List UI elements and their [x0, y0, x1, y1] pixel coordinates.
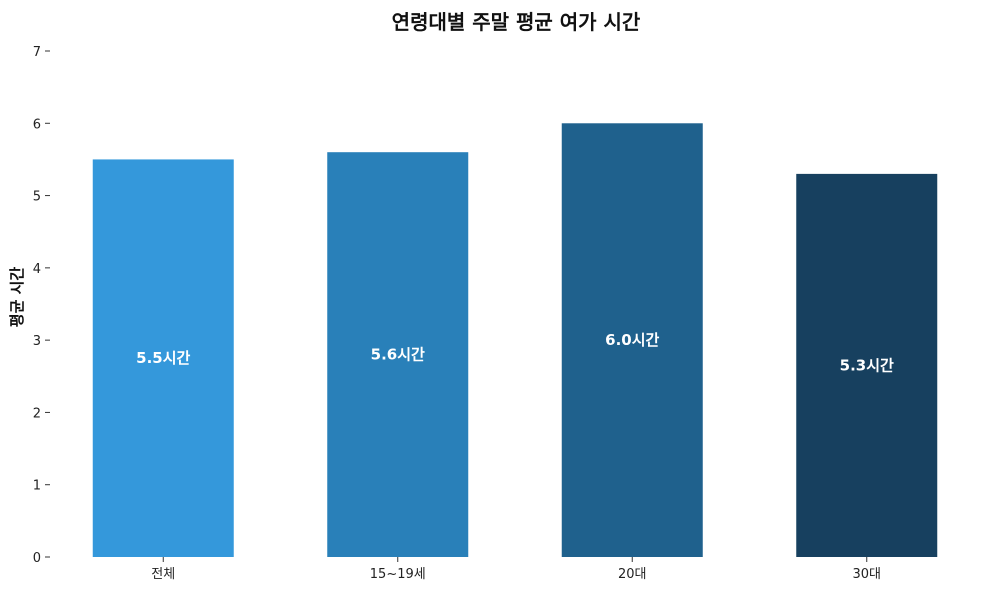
bar: [92, 159, 234, 557]
y-tick-label: 7: [33, 45, 41, 60]
y-tick-label: 6: [33, 117, 41, 132]
y-tick-label: 0: [33, 551, 41, 566]
bar-value-label: 5.5시간: [136, 349, 190, 367]
x-tick-label: 전체: [151, 567, 175, 582]
y-axis: 0 1 2 3 4 5 6 7: [33, 45, 50, 566]
x-tick-label: 30대: [852, 567, 881, 582]
x-axis: 전체 15~19세 20대 30대: [151, 557, 881, 582]
bars-group: 5.5시간 5.6시간 6.0시간 5.3시간: [92, 123, 938, 558]
y-tick-label: 5: [33, 190, 41, 205]
bar: [561, 123, 703, 558]
bar-value-label: 6.0시간: [605, 331, 659, 349]
y-tick-label: 3: [33, 334, 41, 349]
x-tick-label: 15~19세: [370, 567, 426, 582]
y-tick-label: 2: [33, 406, 41, 421]
bar: [796, 173, 938, 557]
bar: [327, 152, 469, 557]
bar-value-label: 5.3시간: [840, 356, 894, 374]
bar-value-label: 5.6시간: [371, 346, 425, 364]
chart-title: 연령대별 주말 평균 여가 시간: [392, 10, 641, 34]
x-tick-label: 20대: [618, 567, 647, 582]
y-tick-label: 1: [33, 479, 41, 494]
y-axis-label: 평균 시간: [8, 267, 26, 328]
y-tick-label: 4: [33, 262, 41, 277]
